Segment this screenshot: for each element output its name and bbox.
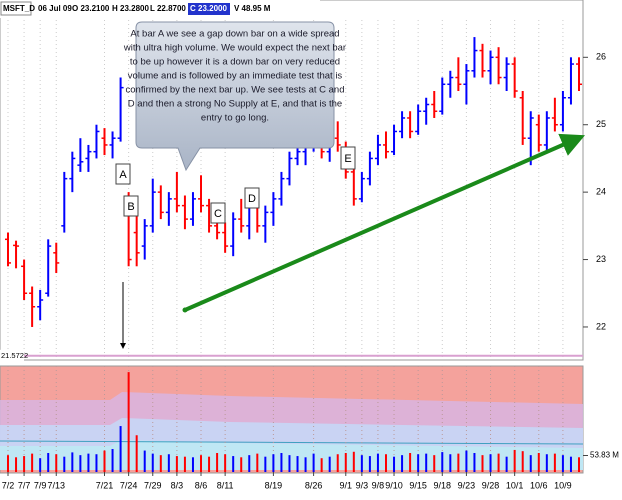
volume-band	[0, 440, 583, 470]
volume-tick-label: 53.83 M	[590, 451, 619, 460]
x-tick-label: 7/9	[34, 480, 47, 490]
x-tick-label: 7/29	[144, 480, 162, 490]
callout-line: volume and is followed by an immediate t…	[128, 71, 343, 82]
annotation-box	[123, 195, 139, 217]
annotation: B	[127, 201, 134, 213]
x-tick-label: 9/3	[356, 480, 369, 490]
annotation-box	[244, 187, 260, 209]
x-tick-label: 9/1	[340, 480, 353, 490]
annotation-box	[115, 163, 131, 185]
price-line-box	[0, 349, 24, 361]
callout-line: confirmed by the next bar up. We see tes…	[126, 85, 345, 96]
header-date: 06 Jul 09	[38, 4, 72, 13]
annotation: A	[119, 169, 127, 181]
annotation-box	[340, 146, 356, 170]
x-tick-label: 8/6	[195, 480, 208, 490]
trend-arrow	[184, 133, 585, 312]
annotation: C	[214, 208, 222, 220]
callout-line: entry to go long.	[201, 113, 269, 124]
x-tick-label: 10/1	[506, 480, 524, 490]
x-tick-label: 9/18	[434, 480, 452, 490]
header-bar	[0, 0, 320, 18]
callout-box	[135, 21, 335, 172]
x-tick-label: 9/8	[372, 480, 385, 490]
y-tick-label: 24	[596, 187, 606, 197]
volume-average	[0, 440, 584, 445]
x-tick-label: 7/24	[120, 480, 138, 490]
x-tick-label: 8/11	[217, 480, 234, 490]
callout-line: At bar A we see a gap down bar on a wide…	[130, 29, 339, 40]
y-tick-label: 25	[596, 119, 606, 129]
x-tick-label: 7/7	[18, 480, 31, 490]
symbol-box	[0, 1, 32, 16]
y-tick-label: 22	[596, 321, 606, 331]
annotation: D	[248, 193, 256, 205]
x-tick-label: 8/19	[265, 480, 283, 490]
price-line-label: 21.5722	[1, 351, 28, 360]
callout-line: to be up however it is a down bar on ver…	[130, 57, 340, 68]
symbol: MSFT_D	[3, 4, 35, 13]
header-high: H 23.2800	[112, 4, 149, 13]
callout-line: D and then a strong No Supply at E, and …	[128, 99, 342, 110]
x-tick-label: 9/10	[385, 480, 403, 490]
close-highlight	[188, 3, 230, 15]
header-volume: V 48.95 M	[234, 4, 271, 13]
trend-arrow-start	[182, 307, 188, 313]
callout-line: with ultra high volume. We would expect …	[123, 43, 346, 54]
x-tick-label: 10/6	[530, 480, 548, 490]
x-tick-label: 7/21	[96, 480, 114, 490]
x-tick-label: 10/9	[554, 480, 572, 490]
header-low: L 22.8700	[150, 4, 186, 13]
annotation-box	[210, 202, 226, 224]
x-tick-label: 9/28	[482, 480, 500, 490]
header-close: C 23.2000	[190, 4, 227, 13]
y-tick-label: 26	[596, 52, 606, 62]
x-tick-label: 9/23	[458, 480, 476, 490]
x-tick-label: 8/3	[171, 480, 184, 490]
annotation: E	[344, 153, 351, 165]
x-tick-label: 7/13	[47, 480, 65, 490]
y-tick-label: 23	[596, 254, 606, 264]
x-tick-label: 7/2	[2, 480, 15, 490]
x-tick-label: 9/15	[409, 480, 427, 490]
x-tick-label: 8/26	[305, 480, 323, 490]
header-open: O 23.2100	[72, 4, 110, 13]
